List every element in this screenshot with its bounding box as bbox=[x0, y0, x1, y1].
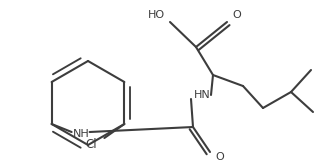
Text: HN: HN bbox=[194, 90, 210, 100]
Text: HO: HO bbox=[148, 10, 165, 20]
Text: O: O bbox=[215, 152, 224, 162]
Text: Cl: Cl bbox=[86, 137, 97, 150]
Text: O: O bbox=[233, 10, 241, 20]
Text: NH: NH bbox=[73, 129, 90, 139]
